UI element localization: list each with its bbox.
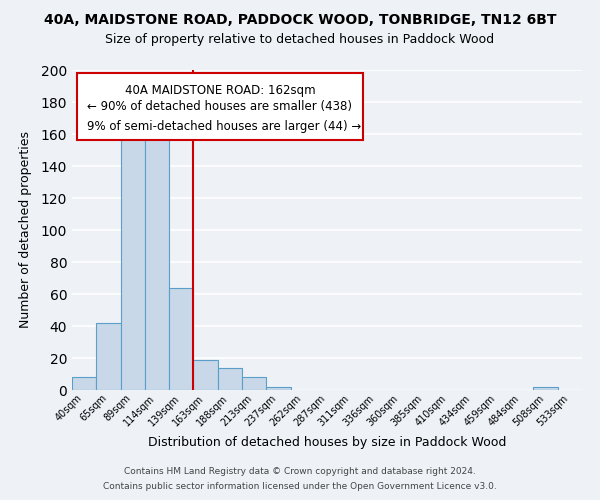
Bar xyxy=(533,387,558,390)
Bar xyxy=(169,288,193,390)
FancyBboxPatch shape xyxy=(77,73,363,140)
Text: ← 90% of detached houses are smaller (438): ← 90% of detached houses are smaller (43… xyxy=(88,100,352,114)
Text: 9% of semi-detached houses are larger (44) →: 9% of semi-detached houses are larger (4… xyxy=(88,120,362,132)
Bar xyxy=(121,126,145,390)
Text: 40A, MAIDSTONE ROAD, PADDOCK WOOD, TONBRIDGE, TN12 6BT: 40A, MAIDSTONE ROAD, PADDOCK WOOD, TONBR… xyxy=(44,12,556,26)
Y-axis label: Number of detached properties: Number of detached properties xyxy=(19,132,32,328)
Bar xyxy=(242,377,266,390)
X-axis label: Distribution of detached houses by size in Paddock Wood: Distribution of detached houses by size … xyxy=(148,436,506,449)
Bar xyxy=(266,387,290,390)
Bar xyxy=(96,323,121,390)
Text: 40A MAIDSTONE ROAD: 162sqm: 40A MAIDSTONE ROAD: 162sqm xyxy=(125,84,315,98)
Text: Contains public sector information licensed under the Open Government Licence v3: Contains public sector information licen… xyxy=(103,482,497,491)
Bar xyxy=(72,377,96,390)
Text: Contains HM Land Registry data © Crown copyright and database right 2024.: Contains HM Land Registry data © Crown c… xyxy=(124,467,476,476)
Bar xyxy=(193,360,218,390)
Text: Size of property relative to detached houses in Paddock Wood: Size of property relative to detached ho… xyxy=(106,32,494,46)
Bar xyxy=(218,368,242,390)
Bar xyxy=(145,121,169,390)
